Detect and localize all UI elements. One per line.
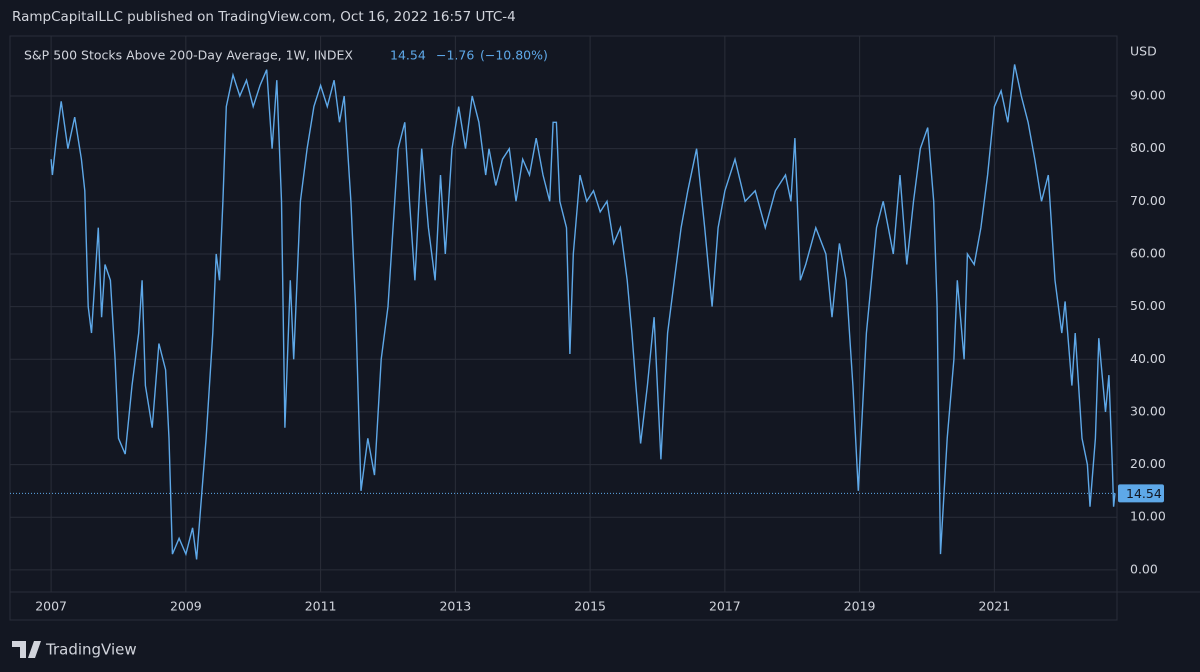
y-tick-label: 80.00 — [1130, 140, 1166, 155]
chart-title: S&P 500 Stocks Above 200-Day Average, 1W… — [24, 48, 353, 63]
series-line — [50, 64, 1116, 560]
y-tick-label: 70.00 — [1130, 193, 1166, 208]
y-tick-label: 10.00 — [1130, 509, 1166, 524]
y-tick-label: 20.00 — [1130, 456, 1166, 471]
logo-mark — [12, 641, 41, 658]
y-tick-label: 30.00 — [1130, 403, 1166, 418]
x-tick-label: 2011 — [305, 599, 337, 614]
y-tick-label: 90.00 — [1130, 88, 1166, 103]
last-price-label: 14.54 — [1126, 486, 1162, 501]
y-tick-label: 60.00 — [1130, 245, 1166, 260]
y-tick-label: 0.00 — [1130, 561, 1158, 576]
header: RampCapitalLLC published on TradingView.… — [12, 9, 516, 25]
x-tick-label: 2017 — [709, 599, 741, 614]
last-price-tag — [1118, 484, 1164, 503]
y-axis-label: USD — [1130, 44, 1157, 59]
x-tick-label: 2007 — [35, 599, 67, 614]
x-tick-label: 2013 — [439, 599, 471, 614]
x-tick-label: 2019 — [844, 599, 876, 614]
pane-frame — [9, 35, 1118, 621]
legend-value: 14.54 — [390, 48, 426, 63]
footer-logo: TradingView — [12, 641, 137, 659]
x-tick-label: 2009 — [170, 599, 202, 614]
x-tick-label: 2021 — [978, 599, 1010, 614]
y-tick-label: 50.00 — [1130, 298, 1166, 313]
footer-brand: TradingView — [45, 641, 137, 659]
y-tick-label: 40.00 — [1130, 351, 1166, 366]
legend-change-pct: (−10.80%) — [480, 48, 548, 63]
x-tick-label: 2015 — [574, 599, 606, 614]
